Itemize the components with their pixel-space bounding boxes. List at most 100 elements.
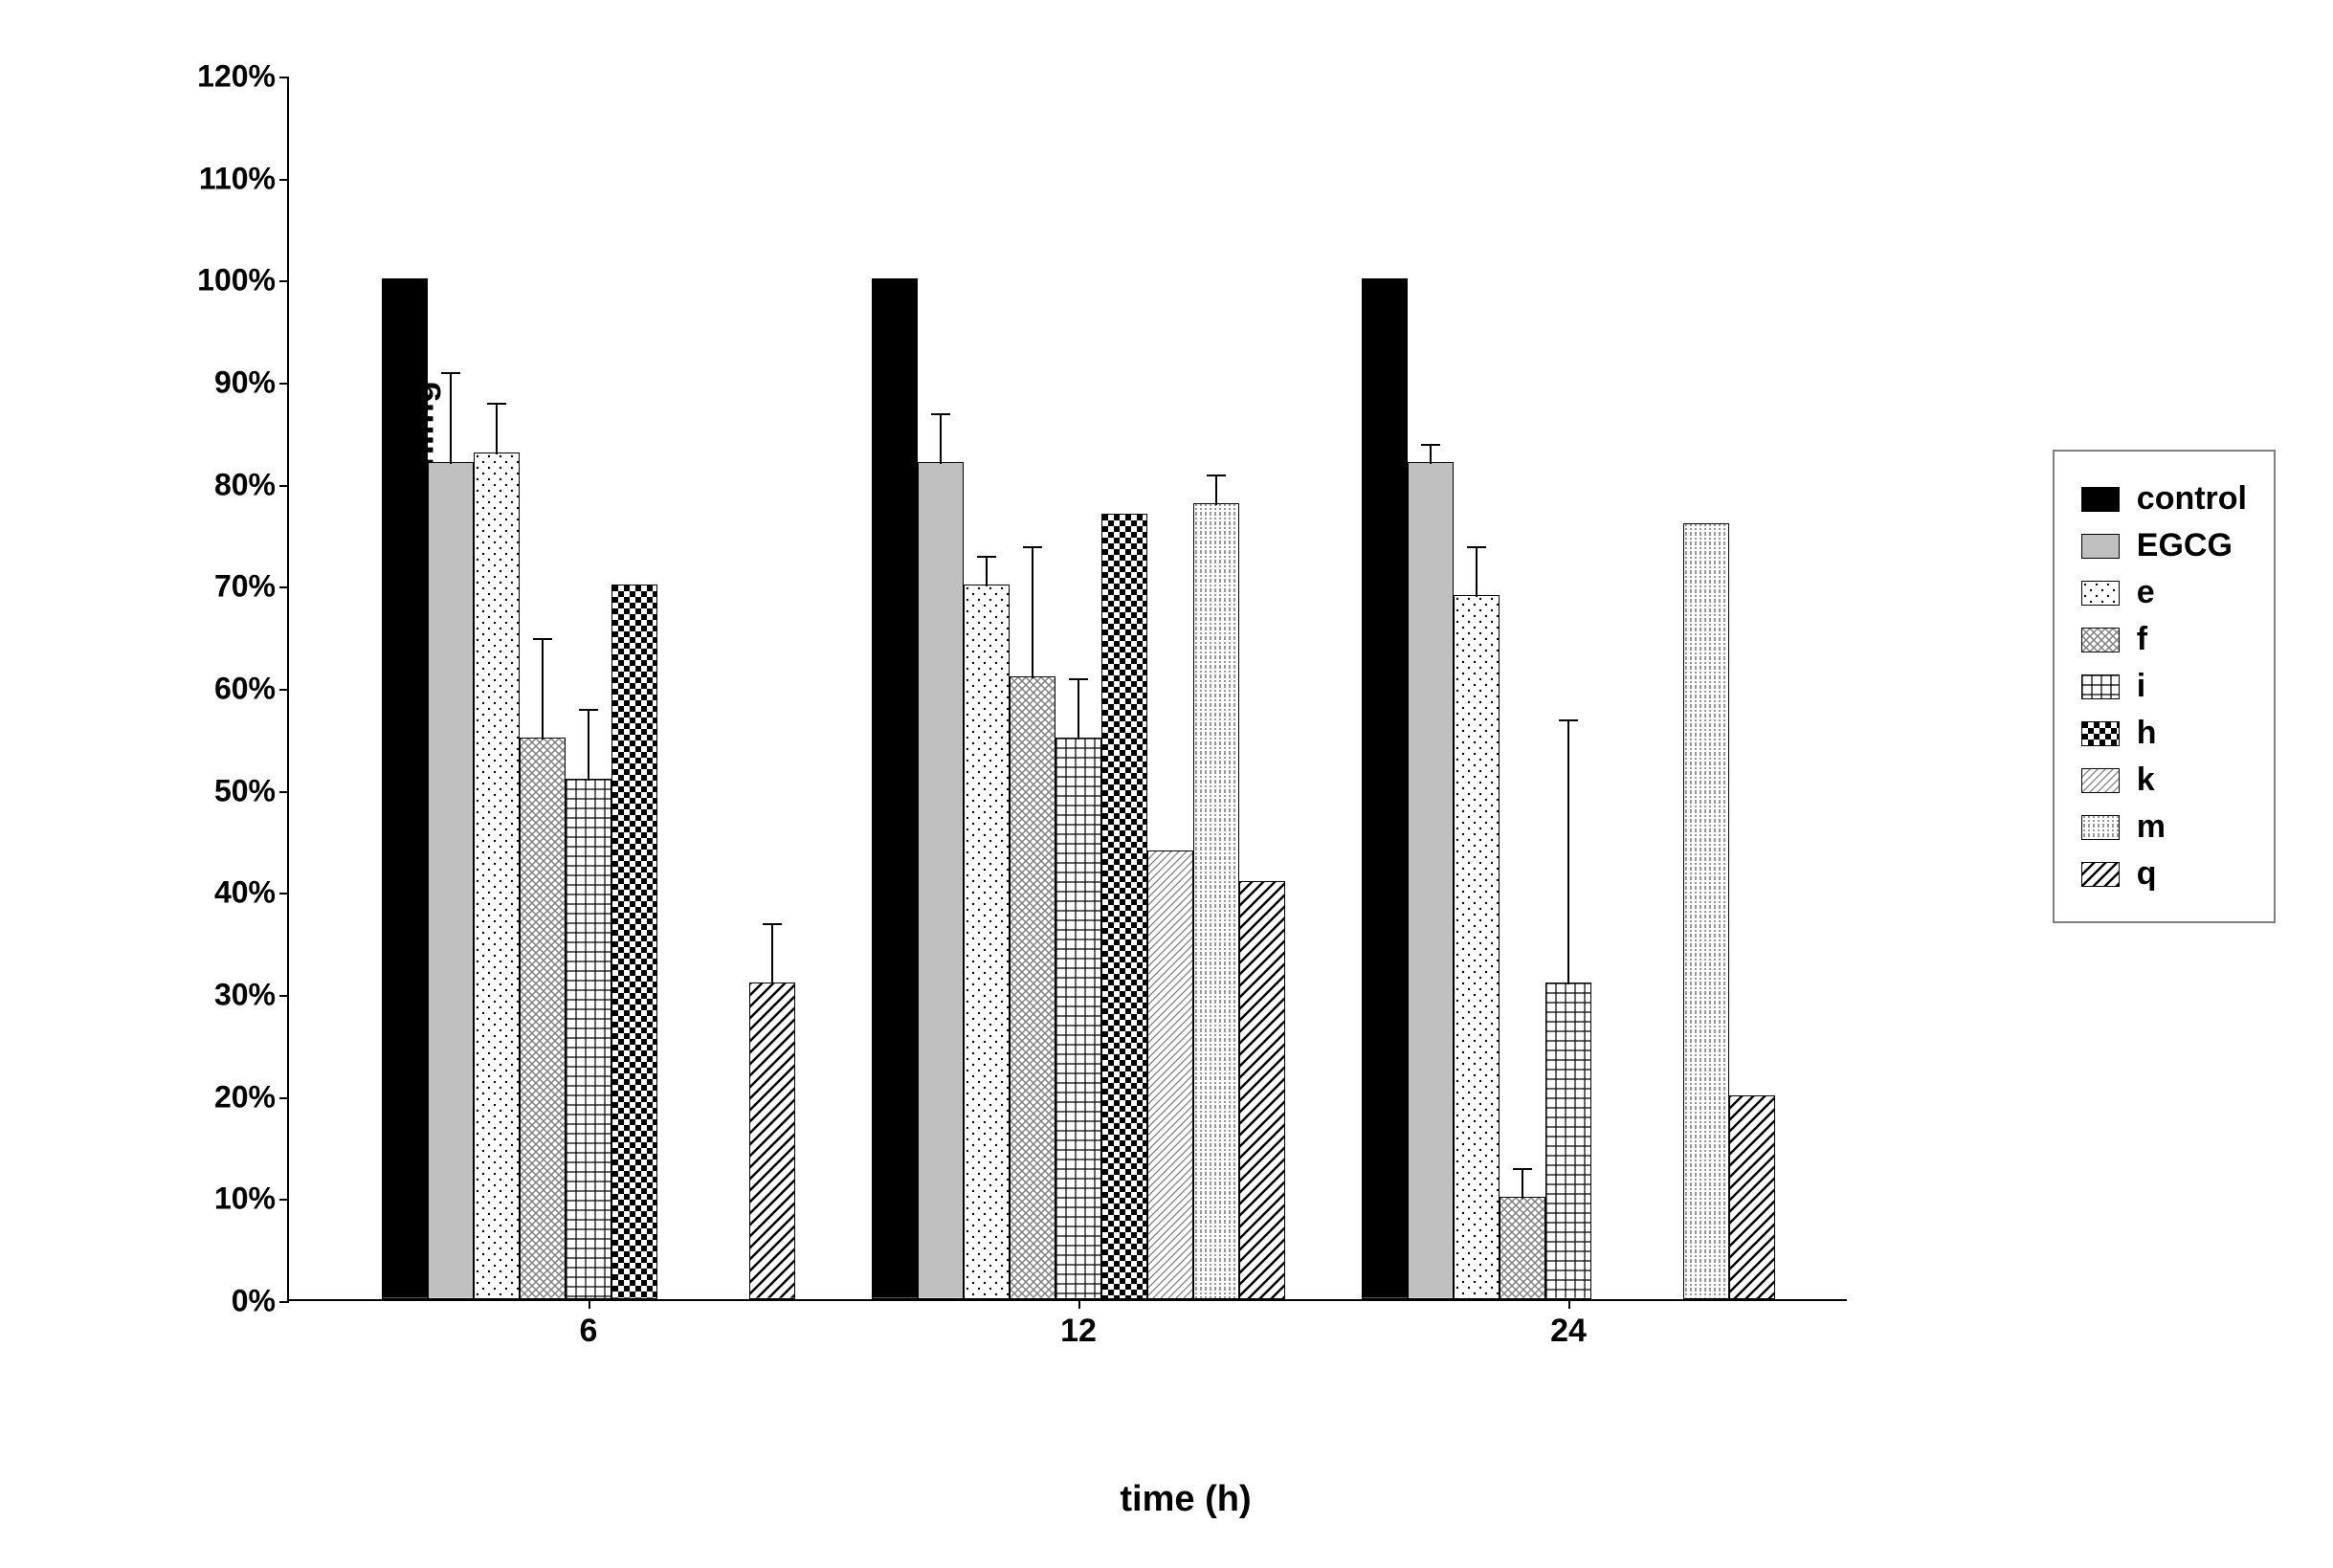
y-tick <box>279 893 289 894</box>
error-bar <box>940 413 942 464</box>
error-cap <box>441 372 460 374</box>
legend-swatch <box>2081 628 2120 652</box>
y-tick-label: 120% <box>197 59 276 95</box>
legend-label: EGCG <box>2137 527 2233 564</box>
y-tick-label: 70% <box>214 569 276 605</box>
legend-item: k <box>2081 762 2247 799</box>
bar <box>611 585 657 1299</box>
y-tick <box>279 280 289 282</box>
legend-item: q <box>2081 855 2247 893</box>
legend-label: k <box>2137 762 2155 799</box>
legend-label: q <box>2137 855 2157 893</box>
error-cap <box>1467 546 1486 548</box>
error-cap <box>763 923 782 925</box>
bar <box>964 585 1010 1299</box>
error-cap <box>1513 1168 1532 1170</box>
x-tick-label: 6 <box>580 1313 598 1350</box>
y-tick <box>279 485 289 487</box>
error-cap <box>1069 678 1088 680</box>
bar <box>1545 983 1591 1299</box>
legend-label: h <box>2137 715 2157 752</box>
legend: control EGCG efihkmq <box>2053 450 2276 923</box>
legend-swatch <box>2081 581 2120 606</box>
y-tick-label: 40% <box>214 875 276 911</box>
legend-item: i <box>2081 668 2247 705</box>
bar <box>474 453 520 1299</box>
y-tick <box>279 586 289 588</box>
legend-label: m <box>2137 808 2166 846</box>
error-cap <box>533 638 552 640</box>
error-bar <box>542 638 544 740</box>
y-tick-label: 20% <box>214 1079 276 1115</box>
legend-item: control <box>2081 480 2247 518</box>
error-cap <box>977 556 996 558</box>
bar <box>1055 738 1101 1299</box>
error-bar <box>588 709 589 781</box>
y-tick <box>279 689 289 691</box>
error-cap <box>1421 444 1440 446</box>
error-cap <box>579 709 598 711</box>
bar <box>1193 503 1239 1299</box>
legend-swatch <box>2081 534 2120 559</box>
bar <box>1147 850 1193 1299</box>
bar <box>1454 595 1500 1299</box>
bar <box>382 278 428 1299</box>
bar <box>1362 278 1408 1299</box>
error-bar <box>1430 444 1432 464</box>
y-tick <box>279 1199 289 1201</box>
error-bar <box>1078 678 1079 740</box>
legend-swatch <box>2081 768 2120 793</box>
error-bar <box>771 923 773 984</box>
legend-label: e <box>2137 574 2155 611</box>
bar <box>918 462 964 1299</box>
error-bar <box>1522 1168 1523 1199</box>
bar <box>1101 514 1147 1299</box>
error-bar <box>1032 546 1033 679</box>
bar <box>1408 462 1454 1299</box>
x-axis-label: time (h) <box>1120 1479 1251 1520</box>
legend-item: m <box>2081 808 2247 846</box>
error-bar <box>496 403 498 453</box>
bar <box>1729 1095 1775 1299</box>
legend-swatch <box>2081 721 2120 746</box>
legend-item: f <box>2081 621 2247 658</box>
x-tick <box>1568 1299 1570 1309</box>
legend-label: i <box>2137 668 2145 705</box>
y-tick <box>279 77 289 78</box>
y-tick-label: 0% <box>232 1284 276 1319</box>
error-cap <box>931 413 950 415</box>
legend-item: h <box>2081 715 2247 752</box>
y-tick <box>279 791 289 793</box>
fasn-bar-chart: FASN activity (%nmol NADPH oxidized/min.… <box>19 19 2333 1549</box>
y-tick-label: 60% <box>214 672 276 707</box>
legend-label: f <box>2137 621 2147 658</box>
y-tick-label: 90% <box>214 365 276 401</box>
y-tick-label: 110% <box>199 161 276 196</box>
x-tick <box>589 1299 590 1309</box>
error-bar <box>1567 719 1569 984</box>
error-bar <box>450 372 452 464</box>
plot-area: 0%10%20%30%40%50%60%70%80%90%100%110%120… <box>287 77 1847 1301</box>
y-tick-label: 50% <box>214 773 276 808</box>
y-tick <box>279 383 289 385</box>
error-bar <box>1476 546 1478 597</box>
legend-swatch <box>2081 674 2120 699</box>
bar <box>1239 881 1285 1299</box>
error-cap <box>1207 475 1226 476</box>
x-tick-label: 24 <box>1550 1313 1587 1350</box>
bar <box>872 278 918 1299</box>
bar <box>566 779 611 1299</box>
error-cap <box>1559 719 1578 721</box>
y-tick-label: 80% <box>214 467 276 502</box>
error-bar <box>1215 475 1217 505</box>
bar <box>428 462 474 1299</box>
legend-swatch <box>2081 862 2120 887</box>
y-tick-label: 30% <box>214 978 276 1013</box>
y-tick-label: 100% <box>197 263 276 298</box>
bar <box>749 983 795 1299</box>
y-tick <box>279 995 289 997</box>
y-tick <box>279 1301 289 1303</box>
y-tick <box>279 179 289 181</box>
legend-swatch <box>2081 487 2120 512</box>
bar <box>1683 523 1729 1299</box>
